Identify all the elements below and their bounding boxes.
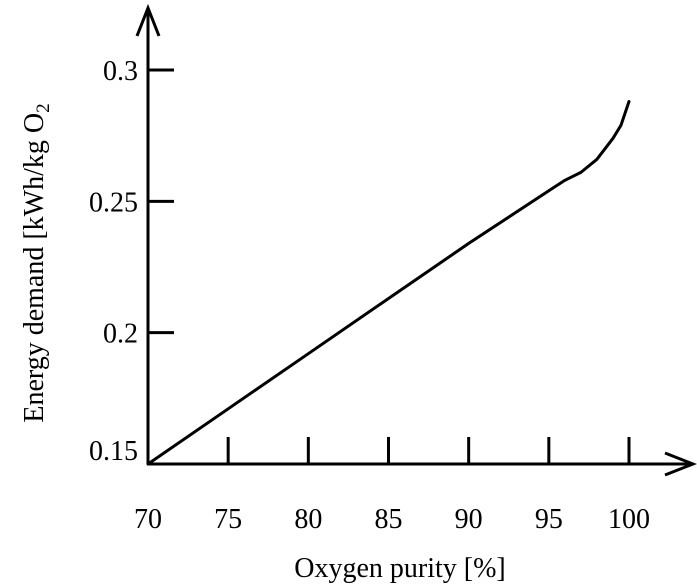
y-tick-label: 0.3 — [103, 56, 138, 87]
y-axis-title: Energy demand [kWh/kg O2 — [19, 103, 54, 422]
x-tick-label: 100 — [608, 504, 650, 535]
y-axis-arrow — [135, 3, 161, 37]
x-axis-title: Oxygen purity [%] — [294, 553, 506, 584]
chart-ticks — [148, 68, 631, 464]
chart-axes — [135, 3, 697, 477]
chart-tick-labels: 0.15 0.2 0.25 0.3 70 75 80 85 90 95 100 — [89, 56, 650, 535]
y-axis-title-main: Energy demand [kWh/kg O — [19, 113, 50, 423]
y-axis-title-subscript: 2 — [33, 103, 54, 113]
x-tick-label: 90 — [455, 504, 483, 535]
y-tick-label: 0.15 — [89, 436, 138, 467]
x-tick-label: 80 — [294, 504, 322, 535]
x-tick-label: 85 — [375, 504, 403, 535]
y-tick-label: 0.25 — [89, 187, 138, 218]
series-line — [146, 100, 631, 466]
x-tick-label: 75 — [214, 504, 242, 535]
x-tick-label: 70 — [134, 504, 162, 535]
chart-series — [146, 100, 631, 466]
x-tick-label: 95 — [535, 504, 563, 535]
y-tick-label: 0.2 — [103, 319, 138, 350]
x-axis-arrow — [664, 451, 697, 477]
